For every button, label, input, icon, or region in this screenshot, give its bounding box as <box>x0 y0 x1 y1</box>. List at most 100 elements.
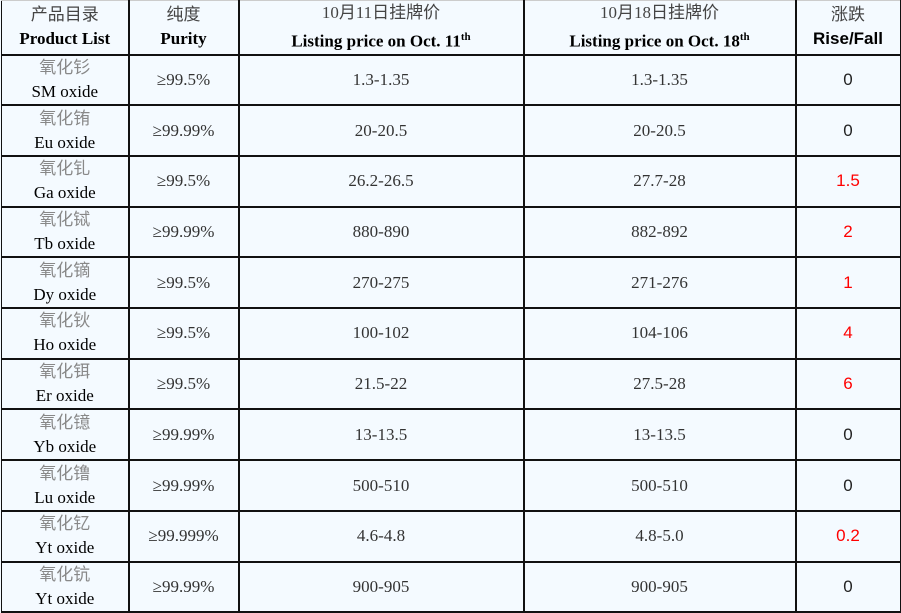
product-cell: 氧化镝 Dy oxide <box>1 256 130 310</box>
product-name-zh: 氧化铕 <box>39 108 91 128</box>
price-oct11-cell: 500-510 <box>237 459 525 512</box>
price-oct11-cell: 26.2-26.5 <box>237 155 525 208</box>
header-row: 产品目录 Product List 纯度 Purity 10月11日挂牌价 Li… <box>1 0 901 56</box>
table-row: 氧化钬 Ho oxide ≥99.5% 100-102 104-106 4 <box>1 307 901 360</box>
rise-fall-cell: 0 <box>794 560 901 613</box>
product-name-en: Dy oxide <box>33 284 97 304</box>
product-name-zh: 氧化钬 <box>39 311 91 331</box>
product-name-en: SM oxide <box>31 82 99 101</box>
header-price-oct11-en: Listing price on Oct. 11th <box>240 25 523 54</box>
table-row: 氧化铒 Er oxide ≥99.5% 21.5-22 27.5-28 6 <box>1 357 901 411</box>
price-oct18-cell: 4.8-5.0 <box>522 509 797 563</box>
header-price-oct11-zh: 10月11日挂牌价 <box>321 3 441 22</box>
header-price-oct18-en: Listing price on Oct. 18th <box>525 25 795 54</box>
price-oct18-cell: 13-13.5 <box>522 408 797 462</box>
ordinal-suffix: th <box>460 31 471 43</box>
table-row: 氧化铽 Tb oxide ≥99.99% 880-890 882-892 2 <box>1 205 901 259</box>
product-cell: 氧化镥 Lu oxide <box>1 459 130 512</box>
rise-fall-cell: 6 <box>794 357 901 411</box>
price-oct18-cell: 1.3-1.35 <box>522 53 797 107</box>
product-name-en: Ho oxide <box>33 335 97 355</box>
purity-cell: ≥99.99% <box>127 408 240 462</box>
rise-fall-cell: 1 <box>794 256 901 310</box>
price-oct11-cell: 13-13.5 <box>237 408 525 462</box>
product-cell: 氧化铒 Er oxide <box>1 357 130 411</box>
price-oct11-cell: 20-20.5 <box>237 104 525 158</box>
product-cell: 氧化钆 Ga oxide <box>1 155 130 208</box>
price-oct18-cell: 20-20.5 <box>522 104 797 158</box>
product-name-en: Er oxide <box>35 386 94 406</box>
product-cell: 氧化钐 SM oxide <box>1 53 130 107</box>
header-purity-en: Purity <box>160 29 207 49</box>
table-row: 氧化钆 Ga oxide ≥99.5% 26.2-26.5 27.7-28 1.… <box>1 155 901 208</box>
product-cell: 氧化钪 Yt oxide <box>1 560 130 613</box>
rise-fall-cell: 1.5 <box>794 155 901 208</box>
product-name-zh: 氧化铒 <box>39 362 91 382</box>
table-row: 氧化钪 Yt oxide ≥99.99% 900-905 900-905 0 <box>1 560 901 613</box>
product-name-zh: 氧化镥 <box>39 463 91 483</box>
table-row: 氧化钇 Yt oxide ≥99.999% 4.6-4.8 4.8-5.0 0.… <box>1 509 901 563</box>
price-oct18-cell: 500-510 <box>522 459 797 512</box>
header-price-oct11-en-text: Listing price on Oct. 11 <box>291 31 461 51</box>
price-oct18-cell: 882-892 <box>522 205 797 259</box>
header-purity-zh: 纯度 <box>166 5 201 25</box>
price-oct18-cell: 27.5-28 <box>522 357 797 411</box>
rise-fall-cell: 4 <box>794 307 901 360</box>
product-name-zh: 氧化铽 <box>39 210 91 230</box>
product-cell: 氧化铕 Eu oxide <box>1 104 130 158</box>
product-name-en: Yb oxide <box>33 436 97 456</box>
product-name-en: Lu oxide <box>34 487 96 507</box>
purity-cell: ≥99.5% <box>127 357 240 411</box>
product-name-zh: 氧化钪 <box>39 564 91 584</box>
header-rise-fall-zh: 涨跌 <box>831 5 865 25</box>
price-oct11-cell: 900-905 <box>237 560 525 613</box>
table-row: 氧化镝 Dy oxide ≥99.5% 270-275 271-276 1 <box>1 256 901 310</box>
header-product-zh: 产品目录 <box>30 5 99 25</box>
purity-cell: ≥99.99% <box>127 459 240 512</box>
product-cell: 氧化钬 Ho oxide <box>1 307 130 360</box>
table-body: 氧化钐 SM oxide ≥99.5% 1.3-1.35 1.3-1.35 0 … <box>1 53 901 613</box>
product-name-en: Ga oxide <box>33 183 96 203</box>
product-name-en: Yt oxide <box>35 538 95 558</box>
product-name-en: Eu oxide <box>34 132 96 152</box>
header-rise-fall: 涨跌 Rise/Fall <box>794 0 901 56</box>
rise-fall-cell: 0 <box>794 53 901 107</box>
product-name-zh: 氧化镝 <box>39 260 91 280</box>
header-price-oct18-zh: 10月18日挂牌价 <box>600 3 719 22</box>
product-name-en: Yt oxide <box>35 588 95 608</box>
purity-cell: ≥99.99% <box>127 205 240 259</box>
header-price-oct18: 10月18日挂牌价 Listing price on Oct. 18th <box>522 0 797 56</box>
rise-fall-cell: 0 <box>794 408 901 462</box>
purity-cell: ≥99.999% <box>127 509 240 563</box>
product-cell: 氧化铽 Tb oxide <box>1 205 130 259</box>
price-oct11-cell: 21.5-22 <box>237 357 525 411</box>
price-oct11-cell: 880-890 <box>237 205 525 259</box>
purity-cell: ≥99.99% <box>127 560 240 613</box>
price-oct11-cell: 4.6-4.8 <box>237 509 525 563</box>
table-row: 氧化镱 Yb oxide ≥99.99% 13-13.5 13-13.5 0 <box>1 408 901 462</box>
price-oct18-cell: 104-106 <box>522 307 797 360</box>
table-row: 氧化铕 Eu oxide ≥99.99% 20-20.5 20-20.5 0 <box>1 104 901 158</box>
purity-cell: ≥99.5% <box>127 53 240 107</box>
product-cell: 氧化钇 Yt oxide <box>1 509 130 563</box>
product-name-zh: 氧化钆 <box>39 159 91 179</box>
product-name-zh: 氧化镱 <box>39 412 91 432</box>
table-row: 氧化镥 Lu oxide ≥99.99% 500-510 500-510 0 <box>1 459 901 512</box>
price-oct11-cell: 100-102 <box>237 307 525 360</box>
purity-cell: ≥99.5% <box>127 256 240 310</box>
product-cell: 氧化镱 Yb oxide <box>1 408 130 462</box>
price-oct18-cell: 271-276 <box>522 256 797 310</box>
price-oct18-cell: 900-905 <box>522 560 797 613</box>
product-name-zh: 氧化钇 <box>39 514 91 534</box>
rise-fall-cell: 2 <box>794 205 901 259</box>
table-row: 氧化钐 SM oxide ≥99.5% 1.3-1.35 1.3-1.35 0 <box>1 53 901 107</box>
header-price-oct18-en-text: Listing price on Oct. 18 <box>569 31 740 51</box>
price-oct18-cell: 27.7-28 <box>522 155 797 208</box>
price-oct11-cell: 270-275 <box>237 256 525 310</box>
purity-cell: ≥99.5% <box>127 307 240 360</box>
purity-cell: ≥99.5% <box>127 155 240 208</box>
product-name-zh: 氧化钐 <box>39 58 91 77</box>
rise-fall-cell: 0 <box>794 104 901 158</box>
header-product: 产品目录 Product List <box>1 0 130 56</box>
